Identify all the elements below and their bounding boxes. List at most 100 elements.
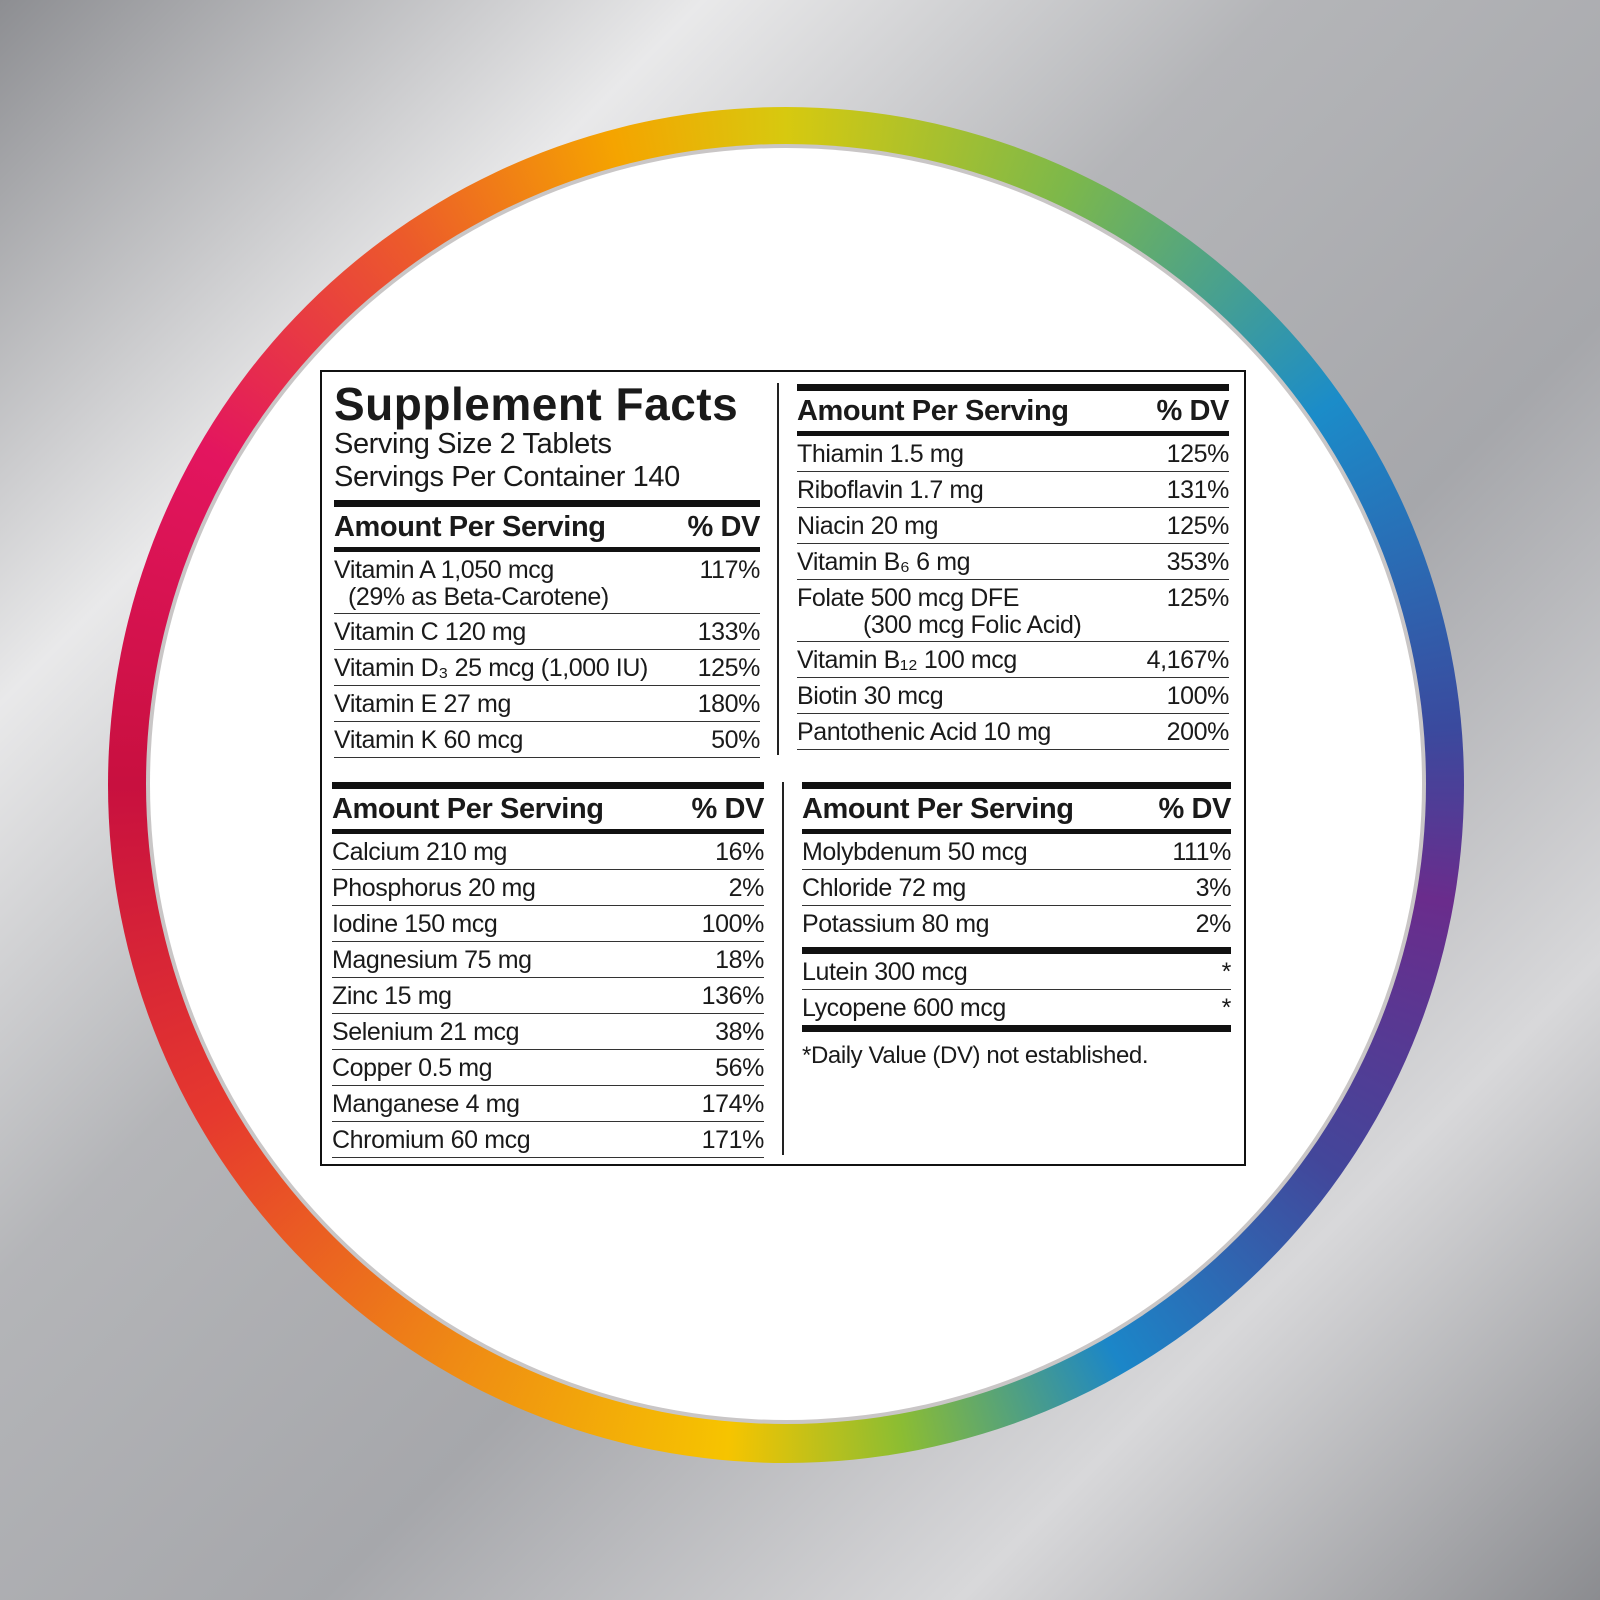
nutrient-row: Vitamin A 1,050 mcg 117% (29% as Beta-Caro… xyxy=(334,552,760,614)
row-line: Magnesium 75 mg 18% xyxy=(332,943,764,977)
servings-per-container: Servings Per Container 140 xyxy=(334,461,680,493)
daily-value: 133% xyxy=(697,618,761,646)
nutrient-name: Vitamin D₃ 25 mcg (1,000 IU) xyxy=(334,654,648,682)
nutrient-row: Zinc 15 mg 136% xyxy=(332,978,764,1014)
nutrient-name: Folate 500 mcg DFE xyxy=(797,584,1020,612)
nutrient-row: Magnesium 75 mg 18% xyxy=(332,942,764,978)
daily-value: 18% xyxy=(715,946,764,974)
nutrient-row: Vitamin B₆ 6 mg 353% xyxy=(797,544,1229,580)
daily-value: * xyxy=(1221,958,1232,986)
nutrient-name: Lutein 300 mcg xyxy=(802,958,968,986)
nutrient-row: Niacin 20 mg 125% xyxy=(797,508,1229,544)
nutrient-name: Lycopene 600 mcg xyxy=(802,994,1006,1022)
nutrient-row: Vitamin D₃ 25 mcg (1,000 IU) 125% xyxy=(334,650,760,686)
nutrient-name: Vitamin B₆ 6 mg xyxy=(797,548,971,576)
nutrient-row: Lycopene 600 mcg * xyxy=(802,990,1231,1032)
daily-value: * xyxy=(1221,994,1232,1022)
nutrient-name: Niacin 20 mg xyxy=(797,512,939,540)
daily-value: 50% xyxy=(711,726,760,754)
nutrient-name: Riboflavin 1.7 mg xyxy=(797,476,984,504)
nutrient-name: Manganese 4 mg xyxy=(332,1090,520,1118)
panel: Amount Per Serving % DV Thiamin 1.5 mg 125%… xyxy=(797,384,1229,750)
rule xyxy=(332,782,764,789)
daily-value: 125% xyxy=(1166,512,1230,540)
daily-value: 4,167% xyxy=(1146,646,1230,674)
row-line: Phosphorus 20 mg 2% xyxy=(332,871,764,905)
daily-value: 2% xyxy=(728,874,765,902)
daily-value: 100% xyxy=(701,910,765,938)
row-line: Vitamin B₆ 6 mg 353% xyxy=(797,545,1229,579)
nutrient-name: Pantothenic Acid 10 mg xyxy=(797,718,1051,746)
title: Supplement Facts xyxy=(334,378,739,430)
nutrient-row: Riboflavin 1.7 mg 131% xyxy=(797,472,1229,508)
nutrient-name: Vitamin E 27 mg xyxy=(334,690,511,718)
panel: Supplement Facts Serving Size 2 Tablets … xyxy=(334,380,760,758)
row-line: Lutein 300 mcg * xyxy=(802,955,1231,989)
daily-value: 174% xyxy=(701,1090,765,1118)
row-line: Calcium 210 mg 16% xyxy=(332,835,764,869)
rule xyxy=(797,384,1229,391)
daily-value: 111% xyxy=(1172,838,1231,866)
amount-label: Amount Per Serving xyxy=(332,793,604,825)
daily-value: 353% xyxy=(1166,548,1230,576)
daily-value: 136% xyxy=(701,982,765,1010)
daily-value: 180% xyxy=(697,690,761,718)
nutrient-row: Vitamin B₁₂ 100 mcg 4,167% xyxy=(797,642,1229,678)
dv-label: % DV xyxy=(691,793,764,825)
daily-value: 16% xyxy=(715,838,764,866)
nutrient-row: Selenium 21 mcg 38% xyxy=(332,1014,764,1050)
nutrient-name: Biotin 30 mcg xyxy=(797,682,944,710)
daily-value: 38% xyxy=(715,1018,764,1046)
row-line: Riboflavin 1.7 mg 131% xyxy=(797,473,1229,507)
row-line: Thiamin 1.5 mg 125% xyxy=(797,437,1229,471)
nutrient-row: Potassium 80 mg 2% xyxy=(802,906,1231,954)
row-line: Vitamin D₃ 25 mcg (1,000 IU) 125% xyxy=(334,651,760,685)
nutrient-name: Molybdenum 50 mcg xyxy=(802,838,1028,866)
nutrient-row: Pantothenic Acid 10 mg 200% xyxy=(797,714,1229,750)
daily-value: 2% xyxy=(1195,910,1232,938)
row-line: Manganese 4 mg 174% xyxy=(332,1087,764,1121)
amount-label: Amount Per Serving xyxy=(334,511,606,543)
rule xyxy=(802,782,1231,789)
row-line: Vitamin A 1,050 mcg 117% xyxy=(334,553,760,587)
rule xyxy=(334,500,760,507)
nutrient-row: Copper 0.5 mg 56% xyxy=(332,1050,764,1086)
row-line: Selenium 21 mcg 38% xyxy=(332,1015,764,1049)
panel-header: Amount Per Serving % DV xyxy=(332,789,764,834)
nutrient-row: Biotin 30 mcg 100% xyxy=(797,678,1229,714)
daily-value: 3% xyxy=(1195,874,1232,902)
row-line: Vitamin K 60 mcg 50% xyxy=(334,723,760,757)
amount-label: Amount Per Serving xyxy=(797,395,1069,427)
nutrient-note: (29% as Beta-Carotene) xyxy=(348,583,609,611)
nutrient-name: Zinc 15 mg xyxy=(332,982,452,1010)
nutrient-name: Iodine 150 mcg xyxy=(332,910,498,938)
footnote: *Daily Value (DV) not established. xyxy=(802,1042,1149,1069)
daily-value: 56% xyxy=(715,1054,764,1082)
nutrient-row: Folate 500 mcg DFE 125% (300 mcg Folic Aci… xyxy=(797,580,1229,642)
nutrient-name: Selenium 21 mcg xyxy=(332,1018,520,1046)
panel: Amount Per Serving % DV Calcium 210 mg 16% P… xyxy=(332,782,764,1158)
nutrient-name: Thiamin 1.5 mg xyxy=(797,440,964,468)
nutrient-name: Potassium 80 mg xyxy=(802,910,990,938)
column-divider xyxy=(777,383,779,755)
nutrient-row: Vitamin C 120 mg 133% xyxy=(334,614,760,650)
nutrient-name: Copper 0.5 mg xyxy=(332,1054,493,1082)
daily-value: 100% xyxy=(1166,682,1230,710)
row-line: Biotin 30 mcg 100% xyxy=(797,679,1229,713)
row-line: Iodine 150 mcg 100% xyxy=(332,907,764,941)
column-divider xyxy=(782,782,784,1155)
row-line: Pantothenic Acid 10 mg 200% xyxy=(797,715,1229,749)
daily-value: 125% xyxy=(697,654,761,682)
serving-size: Serving Size 2 Tablets xyxy=(334,428,612,460)
row-line: Potassium 80 mg 2% xyxy=(802,907,1231,941)
nutrient-row: Lutein 300 mcg * xyxy=(802,954,1231,990)
row-line: Copper 0.5 mg 56% xyxy=(332,1051,764,1085)
nutrient-name: Magnesium 75 mg xyxy=(332,946,532,974)
dv-label: % DV xyxy=(1158,793,1231,825)
nutrient-name: Vitamin A 1,050 mcg xyxy=(334,556,554,584)
panel-header: Amount Per Serving % DV xyxy=(334,507,760,552)
row-line: Vitamin E 27 mg 180% xyxy=(334,687,760,721)
nutrient-name: Chromium 60 mcg xyxy=(332,1126,531,1154)
daily-value: 131% xyxy=(1166,476,1230,504)
